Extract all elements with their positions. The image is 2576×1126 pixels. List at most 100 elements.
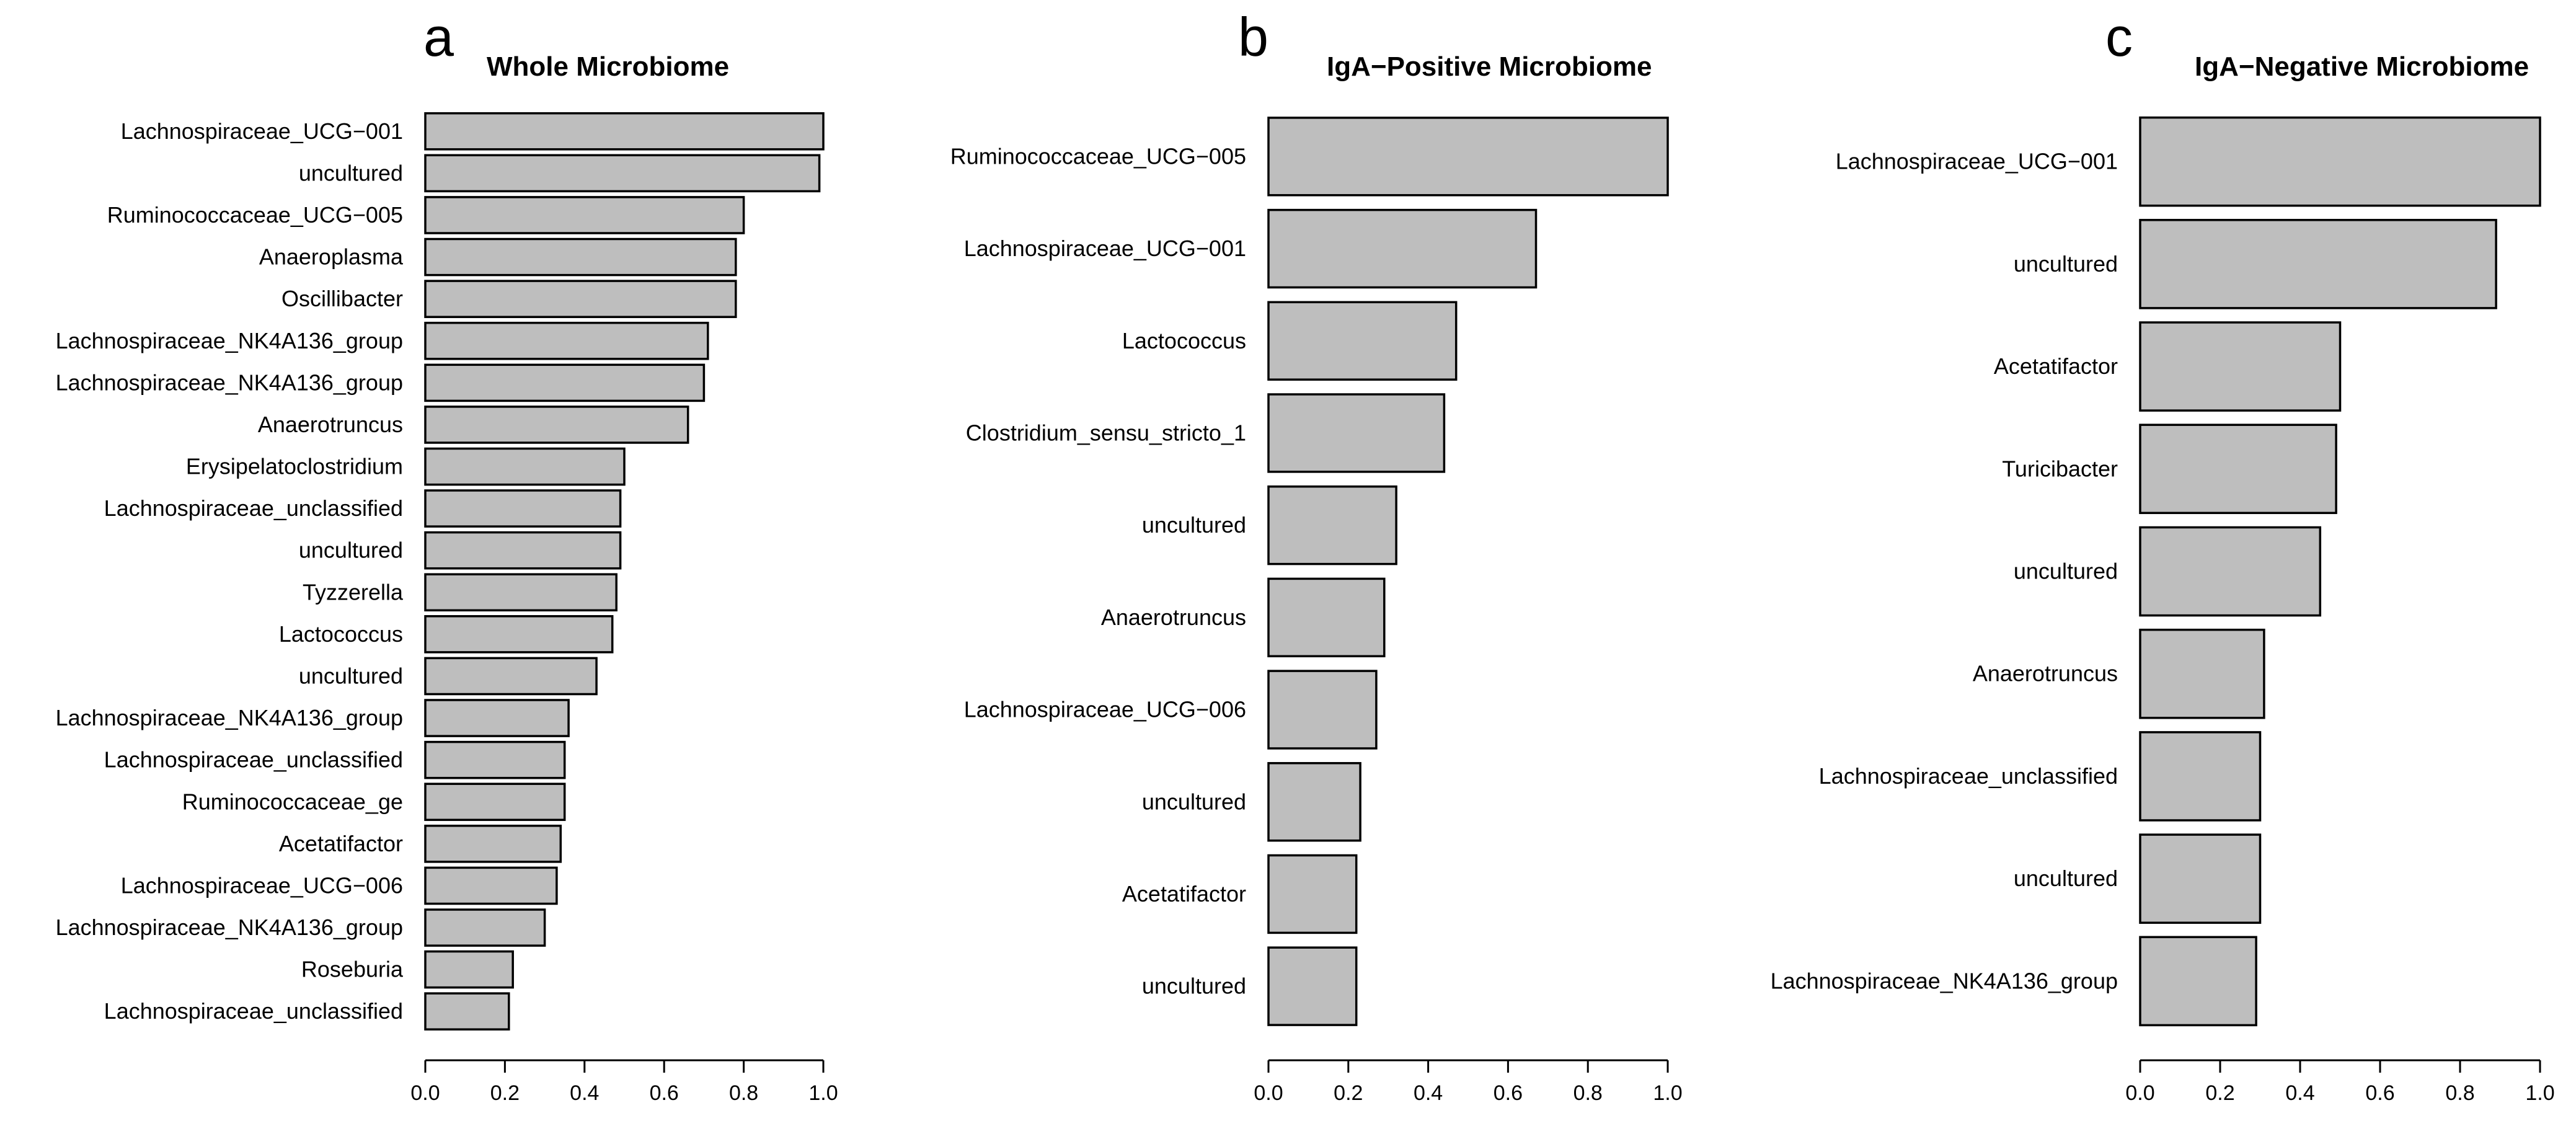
bar xyxy=(424,740,566,779)
x-tick-label: 0.0 xyxy=(1254,1081,1283,1105)
bar xyxy=(2139,321,2342,412)
bar xyxy=(424,992,510,1031)
category-label: Acetatifactor xyxy=(279,831,403,856)
panel-title: Whole Microbiome xyxy=(487,51,729,82)
bar xyxy=(424,699,570,737)
panel-letter: c xyxy=(2105,6,2133,68)
x-tick-label: 0.2 xyxy=(1334,1081,1363,1105)
category-label: Acetatifactor xyxy=(1994,353,2118,379)
bar xyxy=(424,615,614,654)
bar xyxy=(424,908,546,947)
category-label: uncultured xyxy=(2014,251,2118,277)
chart-panel-b: b IgA−Positive Microbiome Ruminococcaceae_… xyxy=(950,6,1683,1105)
bar xyxy=(2139,423,2337,515)
bar xyxy=(1267,208,1538,289)
bar xyxy=(1267,301,1458,381)
category-label: Anaerotruncus xyxy=(1973,661,2118,686)
bar xyxy=(2139,116,2541,207)
bar xyxy=(424,112,825,151)
category-label: Anaeroplasma xyxy=(259,244,404,270)
category-label: Lachnospiraceae_UCG−001 xyxy=(1836,149,2118,174)
category-label: Lachnospiraceae_NK4A136_group xyxy=(56,915,403,940)
category-label: Ruminococcaceae_UCG−005 xyxy=(107,202,403,228)
bar xyxy=(424,196,745,234)
bar xyxy=(2139,219,2497,309)
bar xyxy=(1267,762,1361,842)
x-tick-label: 0.2 xyxy=(2205,1081,2234,1105)
category-label: uncultured xyxy=(299,160,403,185)
category-label: Erysipelatoclostridium xyxy=(186,454,403,479)
category-label: uncultured xyxy=(299,663,403,689)
bar xyxy=(424,363,706,402)
x-tick-label: 0.8 xyxy=(1573,1081,1603,1105)
bar xyxy=(424,447,626,486)
category-label: Oscillibacter xyxy=(281,286,403,311)
category-label: uncultured xyxy=(2014,559,2118,584)
bar xyxy=(2139,833,2262,924)
category-label: Turicibacter xyxy=(2002,456,2118,481)
category-label: Lachnospiraceae_UCG−006 xyxy=(121,872,403,898)
category-label: uncultured xyxy=(2014,866,2118,891)
category-label: uncultured xyxy=(1142,512,1246,538)
category-label: Lachnospiraceae_unclassified xyxy=(104,998,403,1024)
x-tick-label: 0.4 xyxy=(1414,1081,1443,1105)
bar xyxy=(1267,946,1358,1026)
x-tick-label: 0.6 xyxy=(1494,1081,1523,1105)
x-tick-label: 0.0 xyxy=(410,1081,440,1105)
category-label: Lactococcus xyxy=(1122,328,1246,353)
bar xyxy=(424,866,558,905)
bar xyxy=(2139,936,2257,1027)
x-tick-label: 0.6 xyxy=(650,1081,679,1105)
category-label: Acetatifactor xyxy=(1122,881,1246,907)
x-tick-label: 0.8 xyxy=(729,1081,758,1105)
bar xyxy=(424,531,622,570)
bar xyxy=(1267,485,1397,565)
panel-letter: a xyxy=(423,6,454,68)
x-tick-label: 1.0 xyxy=(808,1081,838,1105)
bar xyxy=(424,782,566,822)
x-tick-label: 0.4 xyxy=(570,1081,599,1105)
bar xyxy=(1267,854,1358,934)
category-label: Lachnospiraceae_NK4A136_group xyxy=(56,370,403,395)
category-label: Anaerotruncus xyxy=(258,412,403,437)
category-label: Ruminococcaceae_UCG−005 xyxy=(950,143,1246,169)
bar xyxy=(424,406,689,444)
category-label: Lachnospiraceae_UCG−006 xyxy=(964,697,1246,722)
category-label: Lachnospiraceae_unclassified xyxy=(1819,763,2118,789)
category-label: Anaerotruncus xyxy=(1101,605,1246,630)
bar xyxy=(2139,731,2262,822)
category-label: Clostridium_sensu_stricto_1 xyxy=(966,420,1246,445)
bar xyxy=(424,950,514,989)
bar xyxy=(1267,117,1669,197)
x-tick-label: 0.0 xyxy=(2125,1081,2154,1105)
category-label: Roseburia xyxy=(301,957,404,982)
category-label: uncultured xyxy=(299,538,403,563)
bar xyxy=(2139,628,2265,719)
bar xyxy=(2139,526,2322,617)
x-tick-label: 0.6 xyxy=(2365,1081,2394,1105)
category-label: Ruminococcaceae_ge xyxy=(182,789,403,814)
panel-letter: b xyxy=(1238,6,1268,68)
bar xyxy=(424,825,562,863)
category-label: Lachnospiraceae_NK4A136_group xyxy=(56,705,403,730)
chart-panel-a: a Whole Microbiome Lachnospiraceae_UCG−001… xyxy=(56,6,838,1105)
category-label: Lactococcus xyxy=(279,621,403,647)
bar xyxy=(1267,577,1386,658)
category-label: Lachnospiraceae_UCG−001 xyxy=(964,236,1246,261)
bar xyxy=(424,489,622,528)
bar xyxy=(1267,670,1378,750)
category-label: Lachnospiraceae_NK4A136_group xyxy=(56,328,403,353)
category-label: Lachnospiraceae_UCG−001 xyxy=(121,118,403,144)
x-tick-label: 0.4 xyxy=(2285,1081,2314,1105)
bar xyxy=(424,237,737,277)
panel-title: IgA−Negative Microbiome xyxy=(2195,51,2529,82)
category-label: Lachnospiraceae_unclassified xyxy=(104,747,403,773)
bar xyxy=(424,321,709,360)
category-label: Lachnospiraceae_unclassified xyxy=(104,495,403,521)
bar xyxy=(424,280,737,318)
x-tick-label: 0.8 xyxy=(2445,1081,2474,1105)
category-label: Lachnospiraceae_NK4A136_group xyxy=(1771,968,2118,993)
chart-panel-c: c IgA−Negative Microbiome Lachnospiraceae_… xyxy=(1771,6,2555,1105)
